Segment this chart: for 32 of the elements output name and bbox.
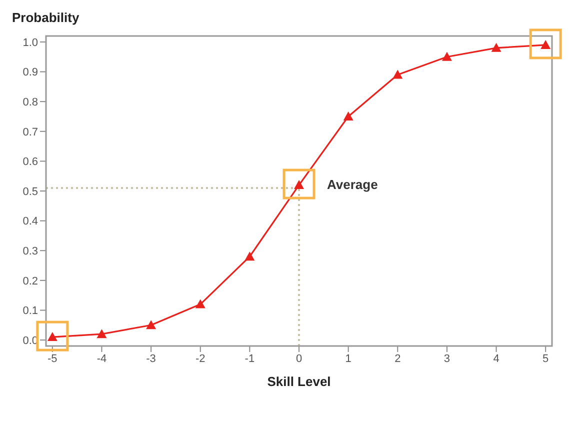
y-tick-label: 0.3: [22, 246, 38, 258]
point: [195, 299, 206, 308]
point: [442, 52, 452, 61]
point: [491, 42, 502, 52]
x-tick-label: -3: [146, 352, 156, 365]
point: [244, 252, 255, 261]
point: [392, 70, 403, 79]
y-axis-title: Probability: [12, 10, 80, 25]
x-tick-label: 0: [296, 352, 302, 365]
y-tick-label: 0.5: [22, 186, 38, 198]
x-tick-label: 5: [542, 352, 549, 365]
y-tick-label: 0.8: [22, 96, 38, 108]
x-tick-label: 3: [444, 352, 450, 365]
x-tick-label: -5: [48, 352, 58, 365]
point: [96, 329, 107, 338]
x-tick-label: 1: [345, 352, 352, 365]
point: [146, 320, 156, 330]
x-tick-label: -4: [96, 352, 107, 365]
y-tick-label: 1.0: [22, 36, 38, 49]
y-tick-label: 0.4: [22, 216, 38, 228]
annotation: Average: [327, 177, 378, 192]
point: [343, 111, 354, 120]
x-tick-label: 4: [493, 352, 500, 365]
y-tick-label: 0.2: [22, 275, 38, 288]
x-tick-label: 2: [394, 352, 401, 365]
y-tick-label: 0.7: [22, 126, 38, 138]
y-tick-label: 0.1: [22, 305, 38, 318]
y-tick-label: 0.6: [22, 156, 38, 168]
x-tick-label: -2: [195, 352, 206, 365]
x-axis-title: Skill Level: [267, 374, 331, 389]
x-tick-label: -1: [244, 352, 255, 365]
y-tick-label: 0.9: [22, 66, 38, 79]
